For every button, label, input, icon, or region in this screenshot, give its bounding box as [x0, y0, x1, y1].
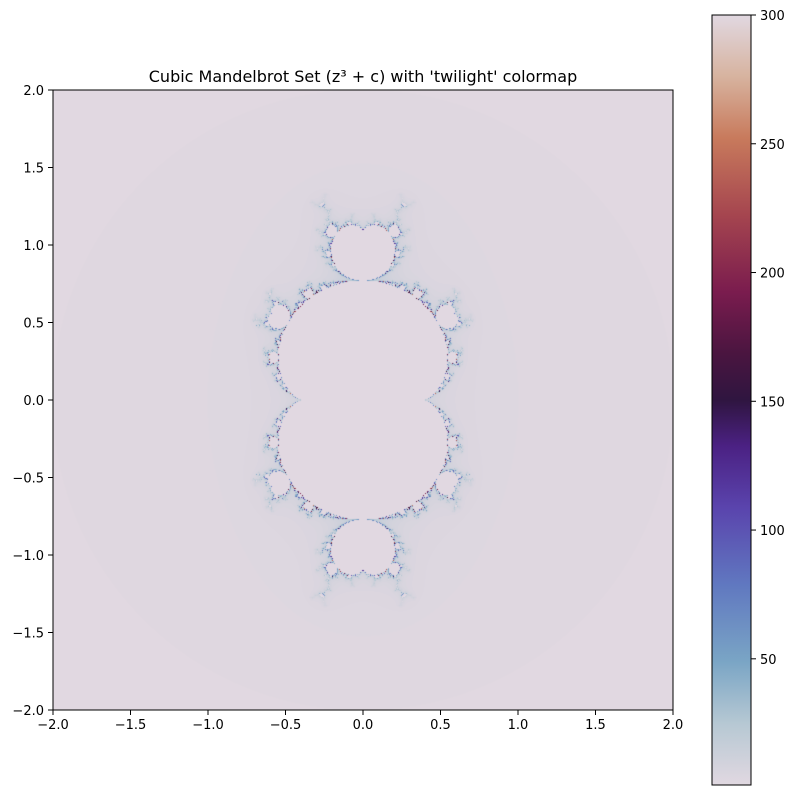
colorbar-tick-label: 200	[760, 267, 785, 282]
colorbar-tick-label: 250	[760, 138, 785, 153]
y-tick-label: 0.0	[23, 394, 44, 409]
x-tick-label: −0.5	[270, 718, 302, 733]
y-axis: 2.0 1.5 1.0 0.5 0.0 −0.5 −1.0 −1.5 −2.0	[12, 84, 53, 719]
x-tick-label: 2.0	[663, 718, 684, 733]
y-tick-label: 0.5	[23, 317, 44, 332]
x-tick-label: 1.0	[508, 718, 529, 733]
x-tick-label: 0.0	[353, 718, 374, 733]
x-tick-label: −1.5	[115, 718, 147, 733]
colorbar-tick-label: 300	[760, 9, 785, 24]
colorbar: 50 100 150 200 250 300	[711, 9, 785, 786]
colorbar-tick-label: 50	[760, 653, 777, 668]
x-tick-label: −1.0	[192, 718, 224, 733]
y-tick-label: −0.5	[12, 472, 44, 487]
x-axis: −2.0 −1.5 −1.0 −0.5 0.0 0.5 1.0 1.5 2.0	[37, 710, 683, 733]
y-tick-label: −1.5	[12, 627, 44, 642]
colorbar-tick-label: 100	[760, 524, 785, 539]
y-tick-label: −2.0	[12, 704, 44, 719]
x-tick-label: 1.5	[585, 718, 606, 733]
colorbar-tick-label: 150	[760, 395, 785, 410]
y-tick-label: 1.0	[23, 239, 44, 254]
chart-title: Cubic Mandelbrot Set (z³ + c) with 'twil…	[149, 67, 577, 86]
y-tick-label: −1.0	[12, 549, 44, 564]
fractal-image-holder	[53, 90, 673, 710]
y-tick-label: 2.0	[23, 84, 44, 99]
y-tick-label: 1.5	[23, 162, 44, 177]
colorbar-gradient	[711, 14, 752, 786]
x-tick-label: 0.5	[430, 718, 451, 733]
fractal-image	[53, 90, 673, 710]
colorbar-ticks: 50 100 150 200 250 300	[751, 9, 785, 668]
x-tick-label: −2.0	[37, 718, 69, 733]
